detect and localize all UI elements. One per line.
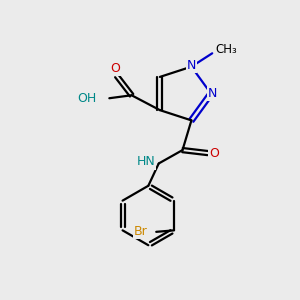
Text: N: N bbox=[208, 87, 217, 100]
Text: Br: Br bbox=[134, 225, 148, 238]
Text: N: N bbox=[187, 59, 196, 72]
Text: O: O bbox=[209, 147, 219, 160]
Text: HN: HN bbox=[136, 155, 155, 169]
Text: OH: OH bbox=[78, 92, 97, 105]
Text: O: O bbox=[110, 62, 120, 75]
Text: CH₃: CH₃ bbox=[216, 43, 238, 56]
